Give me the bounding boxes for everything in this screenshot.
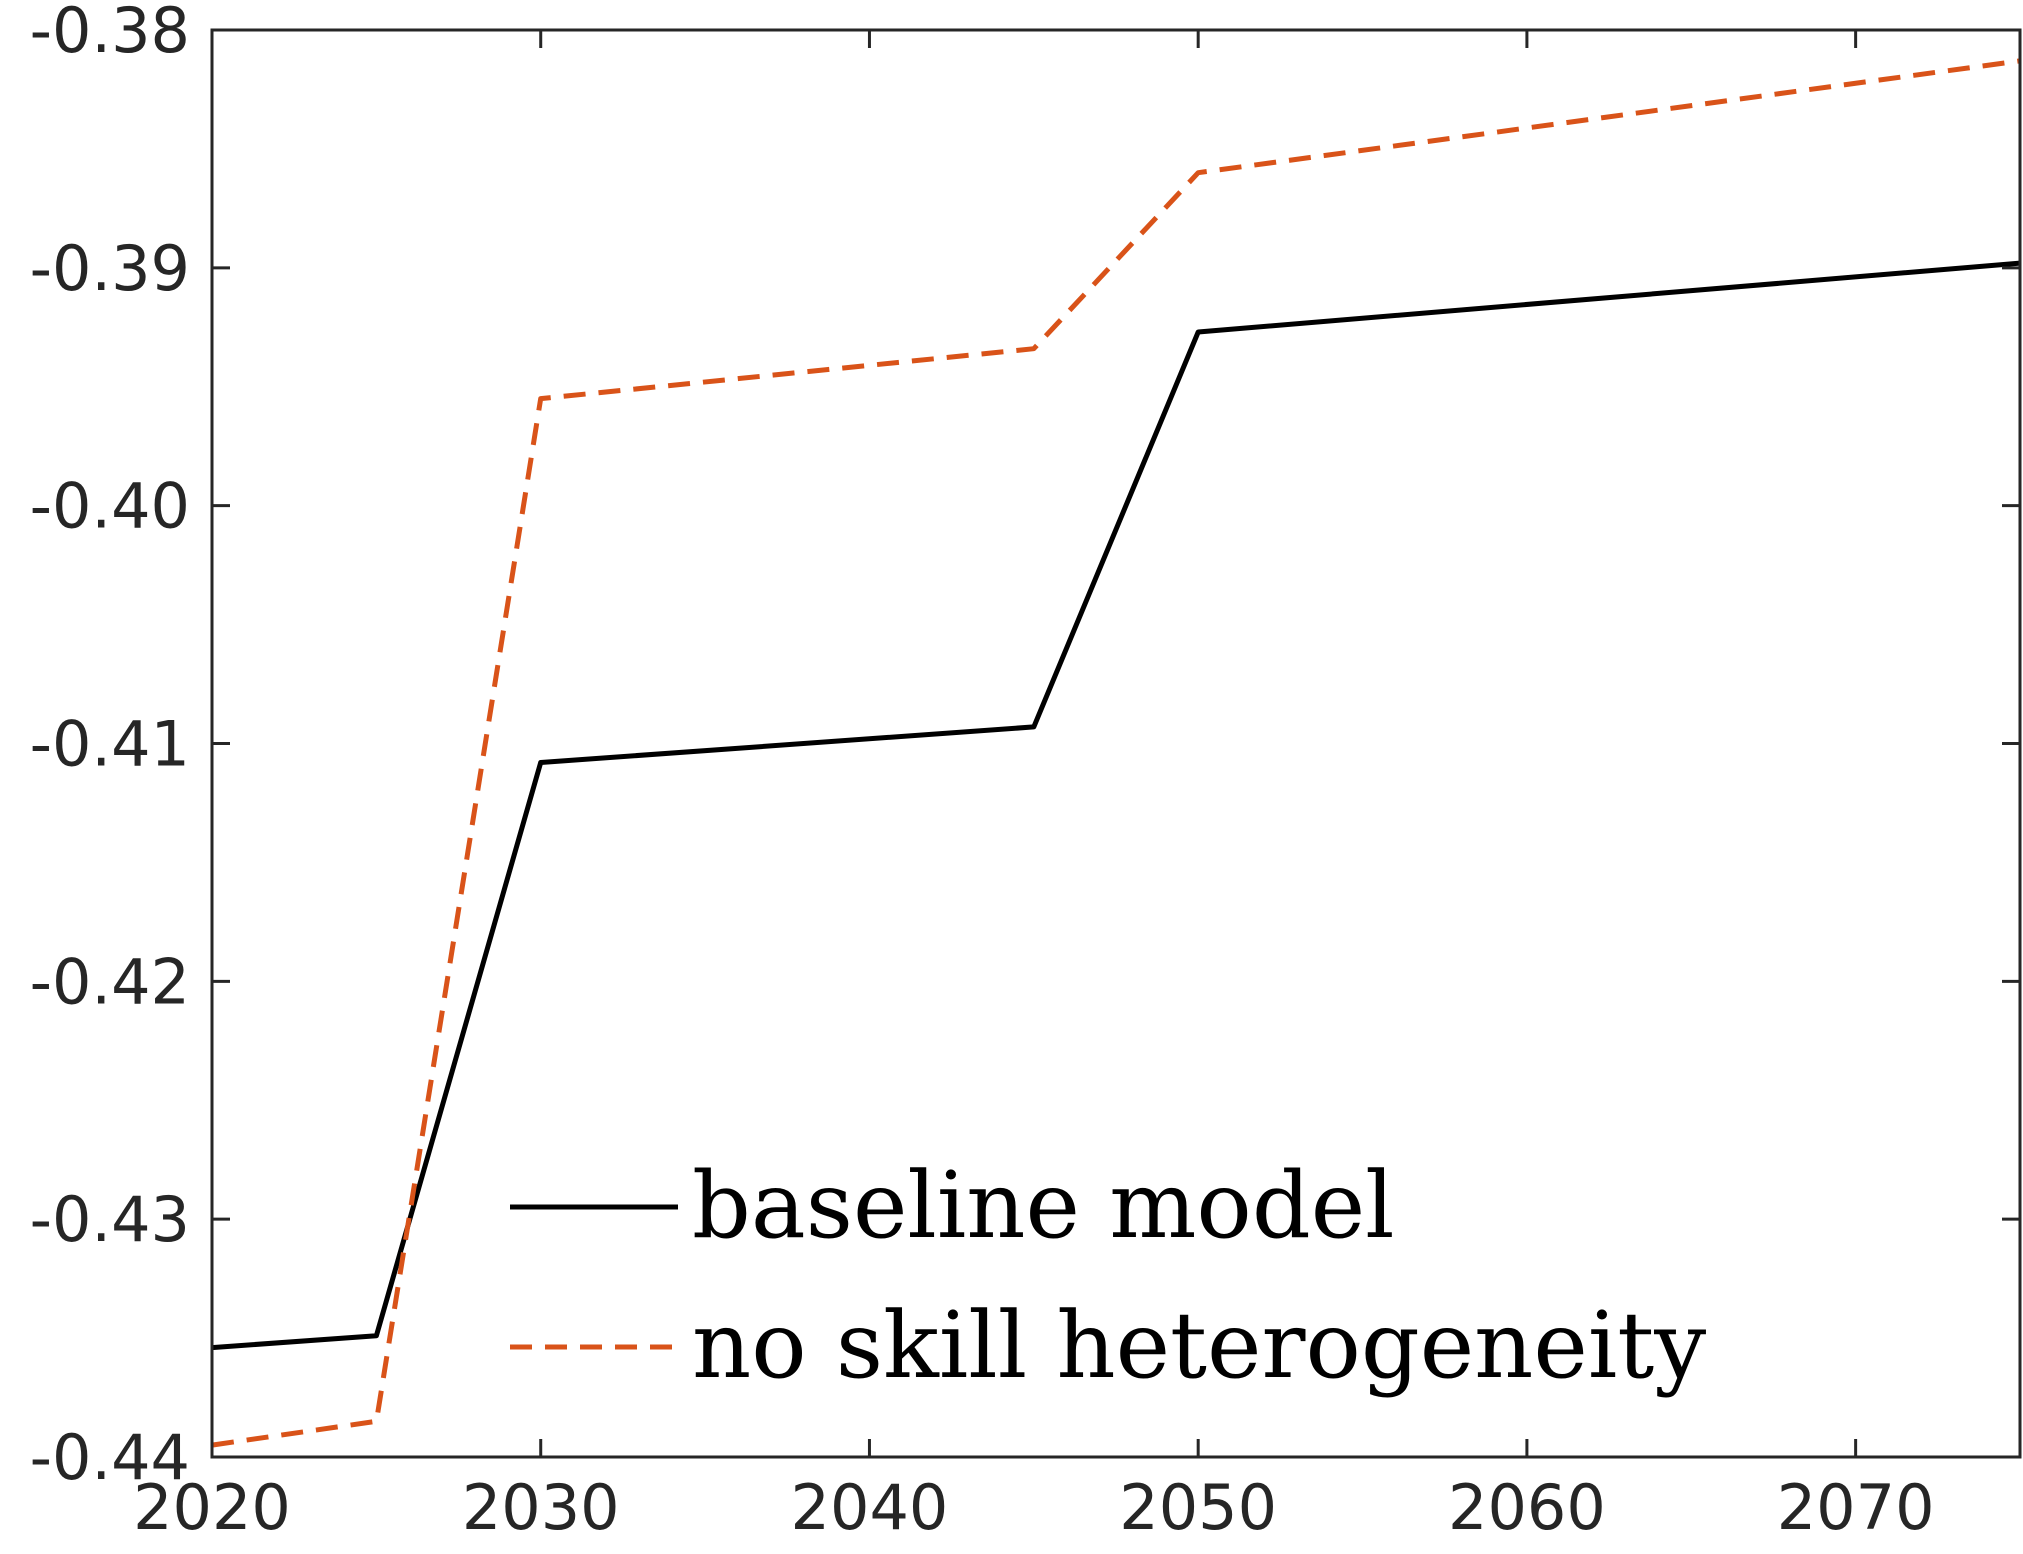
y-tick-label: -0.38 bbox=[30, 0, 190, 67]
tick-layer: 2020 2030 2040 2050 2060 2070 -0.38 -0.39 -0.40 -… bbox=[30, 0, 2020, 1544]
x-tick-label: 2050 bbox=[1119, 1471, 1277, 1544]
x-tick-label: 2070 bbox=[1777, 1471, 1935, 1544]
x-tick-label: 2060 bbox=[1448, 1471, 1606, 1544]
x-tick-label: 2040 bbox=[791, 1471, 949, 1544]
y-tick-label: -0.41 bbox=[30, 708, 190, 781]
series-layer bbox=[211, 58, 2021, 1448]
y-tick-label: -0.40 bbox=[30, 470, 190, 543]
plot-background bbox=[212, 30, 2020, 1457]
x-tick-label: 2030 bbox=[462, 1471, 620, 1544]
series-line-1 bbox=[211, 260, 2021, 1351]
legend-label-2: no skill heterogeneity bbox=[692, 1292, 1706, 1399]
y-tick-label: -0.42 bbox=[30, 945, 190, 1018]
y-tick-label: -0.43 bbox=[30, 1183, 190, 1256]
series-line-2 bbox=[211, 58, 2021, 1448]
y-tick-label: -0.44 bbox=[30, 1421, 190, 1494]
legend-label-1: baseline model bbox=[692, 1152, 1395, 1259]
x-tick-label: 2020 bbox=[133, 1471, 291, 1544]
legend: baseline model no skill heterogeneity bbox=[510, 1152, 1706, 1399]
y-tick-label: -0.39 bbox=[30, 232, 190, 305]
